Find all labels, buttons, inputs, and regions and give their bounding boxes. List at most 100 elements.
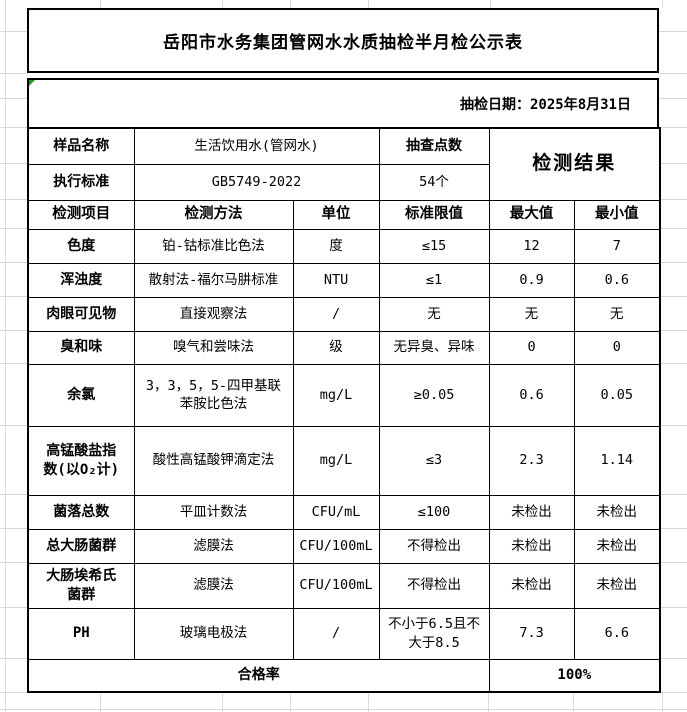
limit-cell[interactable]: ≤1	[378, 262, 490, 298]
limit-cell[interactable]: 不得检出	[378, 528, 490, 564]
param-name-cell[interactable]: 菌落总数	[27, 494, 135, 530]
gridline	[0, 228, 27, 229]
method-cell[interactable]: 3，3，5，5-四甲基联 苯胺比色法	[133, 363, 294, 427]
method-cell[interactable]: 嗅气和尝味法	[133, 330, 294, 365]
max-value-cell[interactable]: 未检出	[488, 528, 575, 564]
max-value-cell[interactable]: 无	[488, 296, 575, 332]
table-row: 高锰酸盐指 数(以O₂计) 酸性高锰酸钾滴定法 mg/L ≤3 2.3 1.14	[27, 425, 661, 496]
max-value-cell[interactable]: 0	[488, 330, 575, 365]
gridline	[659, 163, 687, 164]
unit-cell[interactable]: CFU/100mL	[292, 528, 380, 564]
gridline	[659, 127, 687, 128]
unit-cell[interactable]: mg/L	[292, 363, 380, 427]
param-name-cell[interactable]: 总大肠菌群	[27, 528, 135, 564]
param-name-cell[interactable]: 浑浊度	[27, 262, 135, 298]
method-cell[interactable]: 直接观察法	[133, 296, 294, 332]
gridline	[659, 494, 687, 495]
limit-cell[interactable]: ≥0.05	[378, 363, 490, 427]
param-name-cell[interactable]: 余氯	[27, 363, 135, 427]
standard-label-cell[interactable]: 执行标准	[27, 163, 135, 201]
min-value-cell[interactable]: 0.05	[573, 363, 661, 427]
inspection-date-cell[interactable]: 抽检日期：2025年8月31日	[27, 78, 659, 127]
gridline	[368, 691, 369, 712]
min-value-cell[interactable]: 0	[573, 330, 661, 365]
unit-cell[interactable]: CFU/100mL	[292, 562, 380, 609]
gridline	[0, 528, 27, 529]
max-value-cell[interactable]: 0.9	[488, 262, 575, 298]
limit-cell[interactable]: ≤3	[378, 425, 490, 496]
pass-rate-label-cell[interactable]: 合格率	[27, 658, 490, 693]
report-title-cell[interactable]: 岳阳市水务集团管网水水质抽检半月检公示表	[27, 8, 659, 73]
column-header-unit[interactable]: 单位	[292, 199, 380, 230]
gridline	[659, 425, 687, 426]
column-header-item[interactable]: 检测项目	[27, 199, 135, 230]
pass-rate-value-cell[interactable]: 100%	[488, 658, 661, 693]
column-header-method[interactable]: 检测方法	[133, 199, 294, 230]
limit-cell[interactable]: ≤15	[378, 228, 490, 264]
limit-cell[interactable]: 无	[378, 296, 490, 332]
max-value-cell[interactable]: 未检出	[488, 562, 575, 609]
column-header-limit[interactable]: 标准限值	[378, 199, 490, 230]
param-name-cell[interactable]: 高锰酸盐指 数(以O₂计)	[27, 425, 135, 496]
gridline	[659, 98, 687, 99]
table-header-row: 检测项目 检测方法 单位 标准限值 最大值 最小值	[27, 199, 661, 230]
unit-cell[interactable]: /	[292, 296, 380, 332]
min-value-cell[interactable]: 7	[573, 228, 661, 264]
unit-cell[interactable]: 度	[292, 228, 380, 264]
gridline	[290, 691, 291, 712]
water-quality-table: 样品名称 生活饮用水(管网水) 抽查点数 检测结果 执行标准 GB5749-20…	[27, 127, 662, 693]
method-cell[interactable]: 散射法-福尔马肼标准	[133, 262, 294, 298]
table-footer-row: 合格率 100%	[27, 658, 661, 693]
limit-cell[interactable]: 无异臭、异味	[378, 330, 490, 365]
method-cell[interactable]: 酸性高锰酸钾滴定法	[133, 425, 294, 496]
column-header-max[interactable]: 最大值	[488, 199, 575, 230]
min-value-cell[interactable]: 未检出	[573, 528, 661, 564]
sample-name-value-cell[interactable]: 生活饮用水(管网水)	[133, 127, 380, 165]
points-label-cell[interactable]: 抽查点数	[378, 127, 490, 165]
unit-cell[interactable]: /	[292, 607, 380, 660]
points-value-cell[interactable]: 54个	[378, 163, 490, 201]
max-value-cell[interactable]: 0.6	[488, 363, 575, 427]
method-cell[interactable]: 铂-钴标准比色法	[133, 228, 294, 264]
max-value-cell[interactable]: 7.3	[488, 607, 575, 660]
min-value-cell[interactable]: 0.6	[573, 262, 661, 298]
unit-cell[interactable]: CFU/mL	[292, 494, 380, 530]
method-cell[interactable]: 滤膜法	[133, 562, 294, 609]
gridline	[659, 528, 687, 529]
param-name-cell[interactable]: PH	[27, 607, 135, 660]
limit-cell[interactable]: 不小于6.5且不 大于8.5	[378, 607, 490, 660]
param-name-cell[interactable]: 色度	[27, 228, 135, 264]
cell-error-indicator-icon[interactable]	[29, 80, 35, 86]
table-row: 浑浊度 散射法-福尔马肼标准 NTU ≤1 0.9 0.6	[27, 262, 661, 298]
gridline	[659, 73, 687, 74]
gridline	[0, 363, 27, 364]
method-cell[interactable]: 滤膜法	[133, 528, 294, 564]
min-value-cell[interactable]: 6.6	[573, 607, 661, 660]
limit-cell[interactable]: ≤100	[378, 494, 490, 530]
min-value-cell[interactable]: 1.14	[573, 425, 661, 496]
gridline	[659, 296, 687, 297]
unit-cell[interactable]: mg/L	[292, 425, 380, 496]
max-value-cell[interactable]: 2.3	[488, 425, 575, 496]
max-value-cell[interactable]: 未检出	[488, 494, 575, 530]
param-name-cell[interactable]: 臭和味	[27, 330, 135, 365]
min-value-cell[interactable]: 未检出	[573, 494, 661, 530]
gridline	[0, 658, 27, 659]
table-row: 样品名称 生活饮用水(管网水) 抽查点数 检测结果	[27, 127, 661, 201]
max-value-cell[interactable]: 12	[488, 228, 575, 264]
method-cell[interactable]: 玻璃电极法	[133, 607, 294, 660]
gridline	[0, 330, 27, 331]
unit-cell[interactable]: 级	[292, 330, 380, 365]
method-cell[interactable]: 平皿计数法	[133, 494, 294, 530]
min-value-cell[interactable]: 未检出	[573, 562, 661, 609]
min-value-cell[interactable]: 无	[573, 296, 661, 332]
limit-cell[interactable]: 不得检出	[378, 562, 490, 609]
standard-value-cell[interactable]: GB5749-2022	[133, 163, 380, 201]
gridline	[659, 228, 687, 229]
sample-name-label-cell[interactable]: 样品名称	[27, 127, 135, 165]
param-name-cell[interactable]: 大肠埃希氏 菌群	[27, 562, 135, 609]
unit-cell[interactable]: NTU	[292, 262, 380, 298]
column-header-min[interactable]: 最小值	[573, 199, 661, 230]
result-header-cell[interactable]: 检测结果	[488, 127, 661, 201]
param-name-cell[interactable]: 肉眼可见物	[27, 296, 135, 332]
